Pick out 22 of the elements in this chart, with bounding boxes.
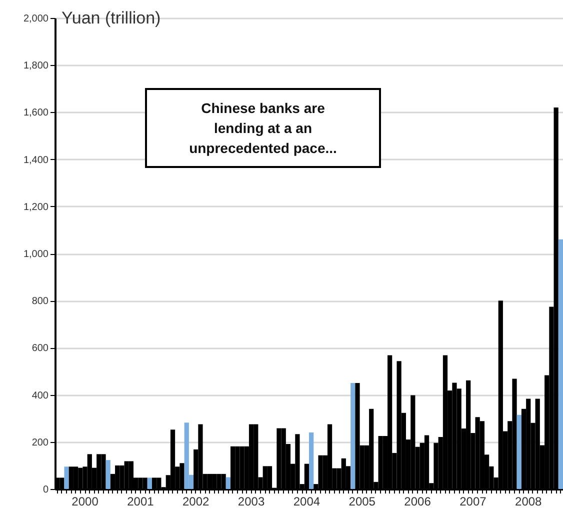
x-tick-label: 2006 [404, 494, 432, 508]
text-box: Chinese banks are lending at a an unprecedented pace... [145, 88, 381, 168]
x-tick-label: 2001 [127, 494, 154, 508]
x-tick-label: 2004 [293, 494, 320, 508]
y-tick-label: 2,000 [23, 14, 49, 24]
y-tick-label: 0 [42, 484, 49, 496]
y-tick-label: 400 [32, 390, 49, 402]
y-tick-label: 1,400 [23, 154, 49, 166]
y-tick-label: 1,000 [23, 249, 49, 260]
y-tick-label: 1,800 [23, 60, 49, 72]
y-tick-label: 800 [32, 296, 49, 308]
y-tick-label: 600 [32, 343, 49, 354]
x-tick-label: 2003 [238, 494, 265, 508]
x-tick-label: 2000 [72, 494, 99, 508]
y-tick-label: 1,600 [23, 108, 49, 119]
y-axis-title: Yuan (trillion) [62, 8, 161, 28]
y-tick-label: 200 [32, 437, 49, 448]
x-tick-label: 2005 [348, 494, 376, 508]
y-tick-label: 1,200 [23, 202, 49, 213]
x-tick-label: 2007 [460, 494, 487, 508]
x-tick-label: 2002 [182, 494, 210, 508]
x-tick-label: 2008 [515, 494, 542, 508]
